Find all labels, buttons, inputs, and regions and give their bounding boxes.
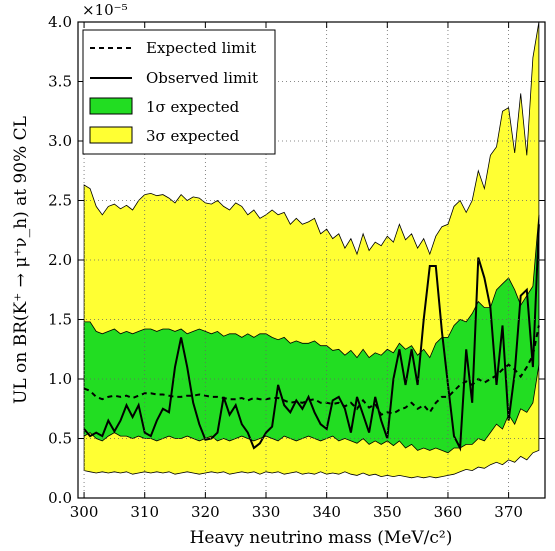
- y-tick-label: 3.0: [48, 132, 72, 150]
- band-1sigma: [83, 214, 540, 454]
- y-tick-label: 2.0: [48, 251, 72, 269]
- x-tick-label: 360: [434, 503, 463, 521]
- plot-area: [83, 21, 540, 479]
- legend-band3-swatch: [89, 126, 133, 144]
- legend: Expected limit Observed limit 1σ expecte…: [82, 29, 276, 155]
- y-tick-label: 2.5: [48, 192, 72, 210]
- y-tick-label: 1.5: [48, 311, 72, 329]
- observed-limit-line: [83, 224, 540, 452]
- legend-observed-label: Observed limit: [146, 69, 258, 87]
- legend-expected-label: Expected limit: [146, 39, 256, 57]
- y-tick-label: 0.0: [48, 489, 72, 507]
- x-tick-label: 300: [70, 503, 99, 521]
- y-multiplier-label: ×10⁻⁵: [82, 1, 128, 19]
- x-tick-label: 320: [191, 503, 220, 521]
- y-tick-label: 4.0: [48, 13, 72, 31]
- x-tick-label: 370: [494, 503, 523, 521]
- x-tick-label: 340: [312, 503, 341, 521]
- y-tick-label: 3.5: [48, 73, 72, 91]
- legend-band1-label: 1σ expected: [146, 98, 240, 116]
- ticks: 300 310 320 330 340 350 360 370 0.0 0.5 1.0 1.5 2.0 2…: [48, 13, 545, 521]
- y-axis-label: UL on BR(K⁺ → μ⁺ν_h) at 90% CL: [11, 116, 31, 404]
- legend-band1-swatch: [89, 97, 133, 115]
- y-tick-label: 1.0: [48, 370, 72, 388]
- x-axis-label: Heavy neutrino mass (MeV/c²): [190, 528, 453, 548]
- y-tick-label: 0.5: [48, 430, 72, 448]
- x-tick-label: 350: [373, 503, 402, 521]
- legend-band3-label: 3σ expected: [146, 127, 240, 145]
- grid: [78, 21, 545, 499]
- x-tick-label: 330: [252, 503, 281, 521]
- x-tick-label: 310: [130, 503, 159, 521]
